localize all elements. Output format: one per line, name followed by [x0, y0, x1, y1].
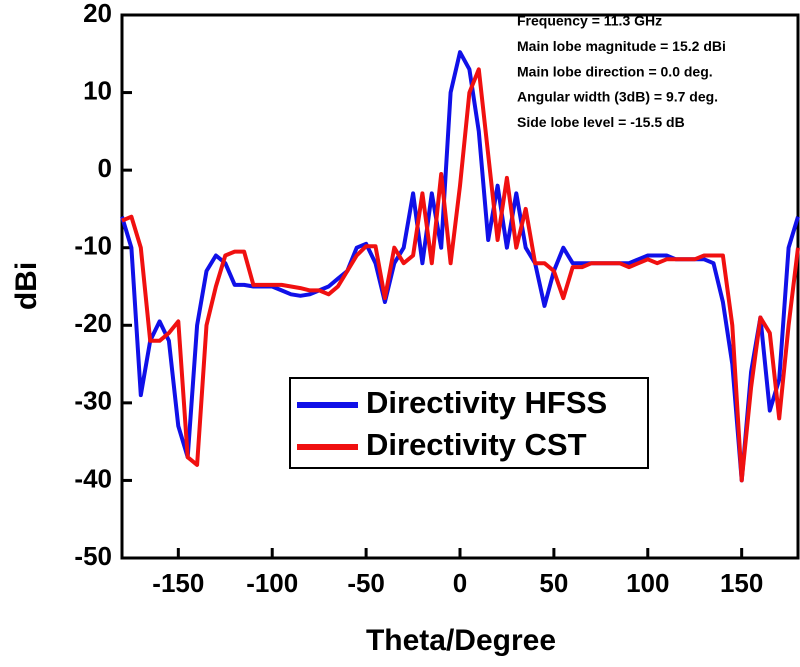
series-line [121, 67, 800, 483]
y-tick-label: 10 [83, 75, 112, 105]
x-tick-label: 100 [626, 568, 669, 598]
y-tick-label: 0 [98, 153, 112, 183]
annotation: Main lobe magnitude = 15.2 dBi [517, 38, 726, 54]
y-tick-label: -30 [74, 386, 112, 416]
y-tick-label: -50 [74, 541, 112, 571]
annotation: Side lobe level = -15.5 dB [517, 114, 685, 130]
legend-box [289, 377, 649, 469]
legend-label: Directivity CST [366, 427, 587, 462]
x-axis-label: Theta/Degree [366, 624, 556, 657]
x-tick-label: -100 [246, 568, 298, 598]
x-tick-label: 50 [539, 568, 568, 598]
y-tick-label: 20 [83, 0, 112, 28]
x-tick-label: 0 [453, 568, 467, 598]
y-tick-label: -10 [74, 231, 112, 261]
annotation: Angular width (3dB) = 9.7 deg. [517, 89, 718, 105]
annotation: Frequency = 11.3 GHz [517, 13, 662, 29]
legend-label: Directivity HFSS [366, 385, 607, 420]
annotation: Main lobe direction = 0.0 deg. [517, 63, 713, 79]
x-tick-label: -50 [347, 568, 385, 598]
y-axis-label: dBi [10, 262, 43, 310]
y-tick-label: -20 [74, 308, 112, 338]
x-tick-label: 150 [720, 568, 763, 598]
x-tick-label: -150 [152, 568, 204, 598]
y-tick-label: -40 [74, 463, 112, 493]
